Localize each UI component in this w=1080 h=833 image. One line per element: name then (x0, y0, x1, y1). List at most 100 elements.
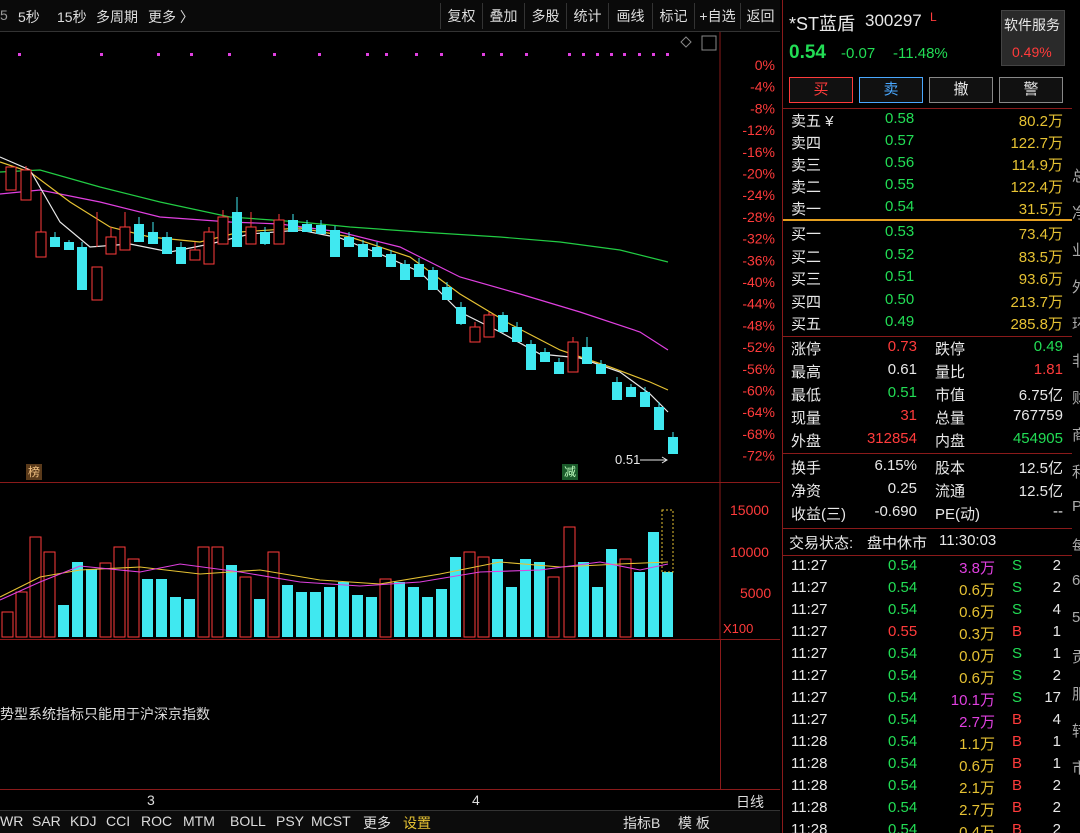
period-multi[interactable]: 多周期 (96, 9, 138, 25)
alert-button[interactable]: 警 (999, 77, 1063, 103)
candle (554, 362, 564, 374)
edge-char: 6 (1072, 572, 1080, 589)
tab-settings[interactable]: 设置 (403, 815, 431, 831)
volume-bar (282, 585, 293, 637)
bid-level[interactable]: 买四 0.50 213.7万 (791, 290, 1063, 311)
stat-row[interactable]: 换手 6.15% 股本 12.5亿 (791, 457, 1063, 477)
tab-roc[interactable]: ROC (141, 813, 173, 829)
indicator-message: 势型系统指标只能用于沪深京指数 (0, 706, 210, 722)
tab-template[interactable]: 模 板 (678, 815, 710, 831)
period-5s[interactable]: 5秒 (18, 9, 40, 25)
sector-box[interactable]: 软件服务 0.49% (1001, 10, 1065, 66)
cancel-order-button[interactable]: 撤 (929, 77, 993, 103)
tab-cci[interactable]: CCI (106, 813, 131, 829)
candlestick-chart[interactable]: 0% -4% -8% -12% -16% -20% -24% -28% -32% -36% -40%… (0, 32, 780, 482)
quote-panel: *ST蓝盾 300297 L 软件服务 0.49% 0.54 -0.07 -11… (782, 0, 1073, 833)
ask-level[interactable]: 卖三 0.56 114.9万 (791, 154, 1063, 174)
stat-row[interactable]: 外盘 312854 内盘 454905 (791, 430, 1063, 450)
stat-row[interactable]: 最低 0.51 市值 6.75亿 (791, 384, 1063, 404)
tick-row[interactable]: 11:27 0.54 0.6万 S 2 (791, 579, 1061, 599)
candle (582, 347, 592, 364)
tab-wr[interactable]: WR (0, 813, 24, 829)
tick-row[interactable]: 11:28 0.54 0.4万 B 2 (791, 821, 1061, 833)
multi-stock-button[interactable]: 多股 (524, 3, 566, 29)
statistics-button[interactable]: 统计 (566, 3, 608, 29)
tick-row[interactable]: 11:27 0.55 0.3万 B 1 (791, 623, 1061, 643)
bid-level[interactable]: 买五 0.49 285.8万 (791, 313, 1063, 333)
tab-boll[interactable]: BOLL (230, 813, 266, 829)
back-button[interactable]: 返回 (740, 3, 780, 29)
tab-sar[interactable]: SAR (32, 813, 61, 829)
stock-flag: L (930, 10, 937, 24)
bid-level[interactable]: 买一 0.53 73.4万 (791, 223, 1063, 243)
volume-bar (662, 572, 673, 637)
tab-kdj[interactable]: KDJ (70, 813, 97, 829)
tick-row[interactable]: 11:27 0.54 0.0万 S 1 (791, 645, 1061, 665)
tab-indicator-b[interactable]: 指标B (623, 815, 661, 831)
candle (372, 247, 382, 257)
restore-rights-button[interactable]: 复权 (440, 3, 482, 29)
ask-level[interactable]: 卖一 0.54 31.5万 (791, 198, 1063, 218)
candle (344, 237, 354, 247)
tag-ranking[interactable]: 榜 (26, 464, 42, 480)
sell-button[interactable]: 卖 (859, 77, 923, 103)
tab-mtm[interactable]: MTM (183, 813, 215, 829)
y-axis-label: -44% (742, 296, 775, 312)
stock-code: 300297 (865, 11, 922, 30)
edge-char: 转 (1072, 723, 1080, 740)
ask-level[interactable]: 卖四 0.57 122.7万 (791, 132, 1063, 152)
volume-bar (408, 587, 419, 637)
tick-row[interactable]: 11:27 0.54 2.7万 B 4 (791, 711, 1061, 731)
tick-row[interactable]: 11:27 0.54 3.8万 S 2 (791, 557, 1061, 577)
ask-level[interactable]: 卖五 ¥0.58 80.2万 (791, 110, 1063, 130)
price-change-pct: -11.48% (893, 45, 948, 62)
tick-row[interactable]: 11:28 0.54 1.1万 B 1 (791, 733, 1061, 753)
volume-bar (506, 587, 517, 637)
bid-level[interactable]: 买二 0.52 83.5万 (791, 245, 1063, 266)
volume-bar (520, 559, 531, 637)
tick-row[interactable]: 11:27 0.54 0.6万 S 2 (791, 667, 1061, 687)
volume-bar (197, 546, 210, 638)
tick-row[interactable]: 11:27 0.54 10.1万 S 17 (791, 689, 1061, 709)
indicator-panel[interactable]: 势型系统指标只能用于沪深京指数 (0, 639, 780, 790)
stat-row[interactable]: 收益(三) -0.690 PE(动) -- (791, 503, 1063, 523)
stat-row[interactable]: 最高 0.61 量比 1.81 (791, 361, 1063, 381)
add-watchlist-button[interactable]: +自选 (694, 3, 740, 29)
tick-row[interactable]: 11:28 0.54 0.6万 B 1 (791, 755, 1061, 775)
tick-row[interactable]: 11:27 0.54 0.6万 S 4 (791, 601, 1061, 621)
candle (498, 315, 508, 332)
candle (203, 231, 215, 265)
period-15s[interactable]: 15秒 (57, 9, 87, 25)
ask-level[interactable]: 卖二 0.55 122.4万 (791, 176, 1063, 196)
overlay-button[interactable]: 叠加 (482, 3, 524, 29)
candle (442, 287, 452, 300)
chart-toolbar: 5 5秒 15秒 多周期 更多 〉 复权 叠加 多股 统计 画线 标记 +自选 … (0, 0, 780, 32)
volume-bar (547, 576, 560, 638)
mark-button[interactable]: 标记 (652, 3, 694, 29)
candle (654, 407, 664, 430)
buy-button[interactable]: 买 (789, 77, 853, 103)
tick-row[interactable]: 11:28 0.54 2.1万 B 2 (791, 777, 1061, 797)
tick-row[interactable]: 11:28 0.54 2.7万 B 2 (791, 799, 1061, 819)
period-more[interactable]: 更多 〉 (148, 9, 194, 25)
sector-change: 0.49% (1012, 44, 1052, 60)
volume-chart[interactable]: 15000 10000 5000 X100 (0, 482, 780, 639)
stat-row[interactable]: 净资 0.25 流通 12.5亿 (791, 480, 1063, 500)
candle (400, 264, 410, 280)
draw-line-button[interactable]: 画线 (608, 3, 652, 29)
tab-mcst[interactable]: MCST (311, 813, 351, 829)
period-daily-label[interactable]: 日线 (736, 794, 764, 810)
volume-bar (99, 562, 112, 638)
price-change: -0.07 (841, 45, 876, 62)
period-partial[interactable]: 5 (0, 7, 8, 23)
tag-reduce[interactable]: 减 (562, 464, 578, 480)
candle (540, 352, 550, 362)
candle (273, 219, 285, 245)
diamond-icon[interactable] (680, 36, 692, 48)
tab-psy[interactable]: PSY (276, 813, 305, 829)
bid-level[interactable]: 买三 0.51 93.6万 (791, 268, 1063, 288)
fullscreen-icon[interactable] (701, 35, 717, 51)
tab-more[interactable]: 更多 (363, 815, 391, 831)
stat-row[interactable]: 现量 31 总量 767759 (791, 407, 1063, 427)
stat-row[interactable]: 涨停 0.73 跌停 0.49 (791, 338, 1063, 358)
